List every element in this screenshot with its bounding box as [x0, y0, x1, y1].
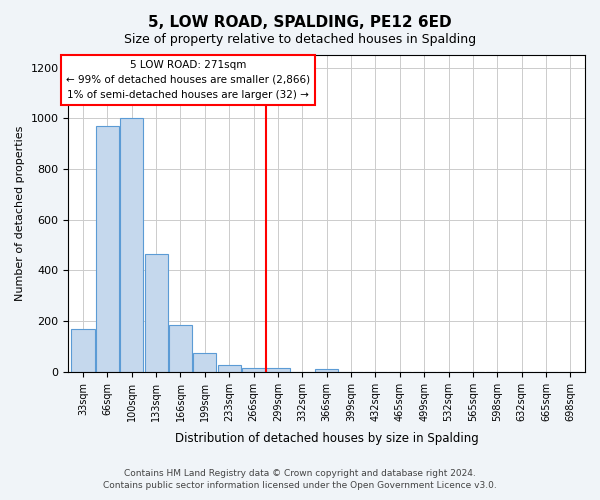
Bar — [242, 368, 265, 372]
Bar — [193, 353, 217, 372]
Y-axis label: Number of detached properties: Number of detached properties — [15, 126, 25, 301]
Bar — [169, 325, 192, 372]
Bar — [71, 328, 95, 372]
Bar — [145, 254, 168, 372]
Text: Contains HM Land Registry data © Crown copyright and database right 2024.
Contai: Contains HM Land Registry data © Crown c… — [103, 468, 497, 490]
Text: 5 LOW ROAD: 271sqm
← 99% of detached houses are smaller (2,866)
1% of semi-detac: 5 LOW ROAD: 271sqm ← 99% of detached hou… — [66, 60, 310, 100]
Text: 5, LOW ROAD, SPALDING, PE12 6ED: 5, LOW ROAD, SPALDING, PE12 6ED — [148, 15, 452, 30]
Bar — [218, 366, 241, 372]
Bar — [96, 126, 119, 372]
Text: Size of property relative to detached houses in Spalding: Size of property relative to detached ho… — [124, 32, 476, 46]
Bar — [266, 368, 290, 372]
Bar — [120, 118, 143, 372]
X-axis label: Distribution of detached houses by size in Spalding: Distribution of detached houses by size … — [175, 432, 479, 445]
Bar — [315, 370, 338, 372]
